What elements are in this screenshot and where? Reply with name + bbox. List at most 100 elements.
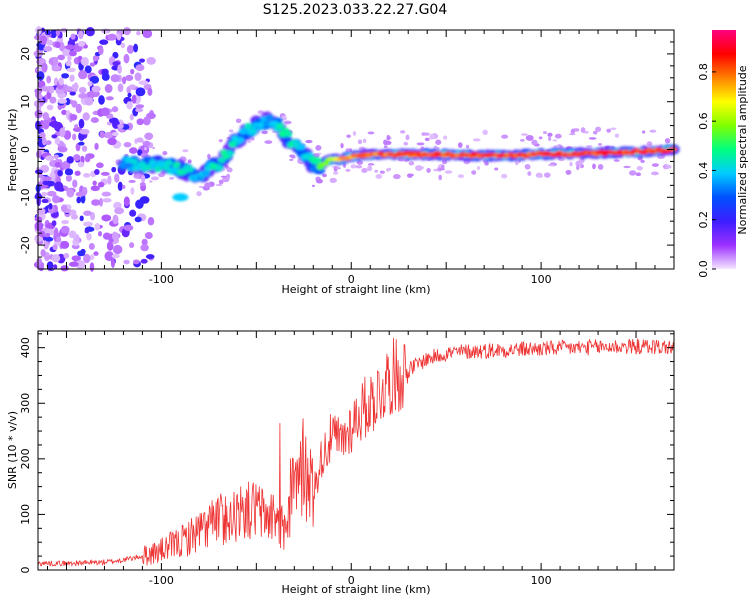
heat-cell bbox=[565, 169, 572, 175]
heat-cell bbox=[51, 65, 62, 71]
colorbar-ticks: 0.0 0.2 0.4 0.6 0.8 bbox=[697, 63, 716, 278]
heat-cell bbox=[39, 35, 48, 45]
heat-cell bbox=[103, 131, 114, 139]
heat-cell bbox=[77, 250, 86, 257]
heat-cell bbox=[484, 161, 489, 166]
heat-cell bbox=[104, 251, 114, 262]
heat-cell bbox=[45, 140, 52, 145]
heat-cell bbox=[66, 204, 72, 210]
heat-cell bbox=[169, 176, 175, 180]
heat-cell bbox=[65, 174, 73, 182]
heat-cell bbox=[129, 242, 135, 249]
heat-cell bbox=[46, 180, 55, 187]
figure-title: S125.2023.033.22.27.G04 bbox=[263, 2, 448, 18]
heat-cell bbox=[335, 167, 341, 170]
heat-ridge-cell bbox=[201, 170, 210, 177]
heat-cell bbox=[34, 221, 44, 232]
heat-cell bbox=[42, 176, 52, 181]
heat-cell bbox=[379, 170, 385, 174]
y-tick-label: 0 bbox=[19, 567, 32, 574]
heat-cell bbox=[457, 174, 465, 178]
heat-cell bbox=[68, 261, 79, 267]
snr-series-layer bbox=[37, 337, 675, 568]
heat-cell bbox=[218, 139, 223, 143]
spectrogram-xlabel: Height of straight line (km) bbox=[281, 283, 430, 296]
heat-cell bbox=[69, 74, 75, 82]
heat-cell bbox=[66, 67, 76, 73]
heat-cell bbox=[592, 130, 598, 135]
heat-ridge-cell bbox=[297, 143, 306, 151]
heat-cell bbox=[651, 163, 659, 167]
heat-cell bbox=[128, 84, 136, 90]
heat-cell bbox=[117, 123, 124, 129]
heat-cell bbox=[123, 259, 130, 265]
heat-cell bbox=[75, 260, 86, 270]
heat-cell bbox=[525, 134, 534, 141]
heat-cell bbox=[36, 150, 42, 159]
heat-cell bbox=[138, 80, 149, 86]
heat-cell bbox=[65, 44, 75, 50]
heat-cell bbox=[84, 96, 94, 106]
heat-cell bbox=[98, 95, 105, 105]
heat-cell bbox=[84, 229, 90, 234]
heat-cell bbox=[105, 96, 114, 101]
heat-cell bbox=[649, 129, 657, 133]
heat-cell bbox=[135, 64, 145, 72]
heat-cell bbox=[65, 60, 72, 67]
heat-cell bbox=[261, 130, 268, 135]
heat-cell bbox=[77, 40, 86, 47]
heat-cell bbox=[531, 139, 538, 146]
heat-cell bbox=[55, 29, 61, 37]
heat-cell bbox=[63, 252, 70, 259]
heat-cell bbox=[83, 172, 91, 178]
heat-cell bbox=[100, 171, 110, 176]
heat-cell bbox=[39, 131, 46, 140]
heat-cell bbox=[48, 202, 53, 210]
heat-cell bbox=[46, 104, 54, 111]
heat-cell bbox=[146, 56, 156, 65]
heat-cell bbox=[112, 51, 119, 59]
heat-cell bbox=[357, 139, 363, 145]
heat-cell bbox=[99, 39, 109, 45]
heat-cell bbox=[129, 209, 137, 217]
heat-cell bbox=[386, 134, 391, 141]
heat-cell bbox=[102, 198, 112, 203]
heat-cell bbox=[64, 168, 74, 176]
heat-cell bbox=[332, 171, 339, 175]
heat-cell bbox=[598, 143, 602, 146]
heat-cell bbox=[111, 231, 120, 241]
heat-cell bbox=[361, 168, 368, 174]
heat-ridge-cell bbox=[249, 127, 258, 135]
heat-cell bbox=[93, 251, 99, 256]
heat-cell bbox=[152, 146, 156, 150]
heat-cell bbox=[36, 71, 45, 81]
heat-cell bbox=[316, 178, 323, 184]
heat-cell bbox=[57, 187, 65, 192]
heat-cell bbox=[415, 165, 423, 171]
snr-ylabel: SNR (10 * v/v) bbox=[6, 411, 19, 489]
heat-cell bbox=[68, 50, 77, 57]
heat-cell bbox=[129, 113, 134, 121]
heat-cell bbox=[514, 159, 519, 166]
heat-cell bbox=[35, 25, 42, 36]
heat-cell bbox=[107, 175, 112, 185]
heat-cell bbox=[392, 173, 401, 180]
heat-cell bbox=[340, 143, 344, 149]
heat-cell bbox=[54, 41, 61, 49]
heat-cell bbox=[92, 180, 97, 186]
heat-cell bbox=[139, 182, 146, 187]
heat-cell bbox=[113, 201, 122, 210]
heat-cell bbox=[592, 163, 596, 170]
heat-cell bbox=[107, 33, 117, 41]
heat-cell bbox=[665, 164, 672, 169]
heat-cell bbox=[83, 253, 91, 264]
heat-cell bbox=[52, 195, 60, 204]
heat-cell bbox=[476, 165, 480, 170]
y-tick-label: 400 bbox=[19, 337, 32, 358]
heat-cell bbox=[129, 147, 138, 154]
heat-cell bbox=[69, 91, 76, 96]
y-tick-label: 200 bbox=[19, 448, 32, 469]
heat-cell bbox=[92, 56, 98, 62]
heat-cell bbox=[387, 167, 392, 171]
